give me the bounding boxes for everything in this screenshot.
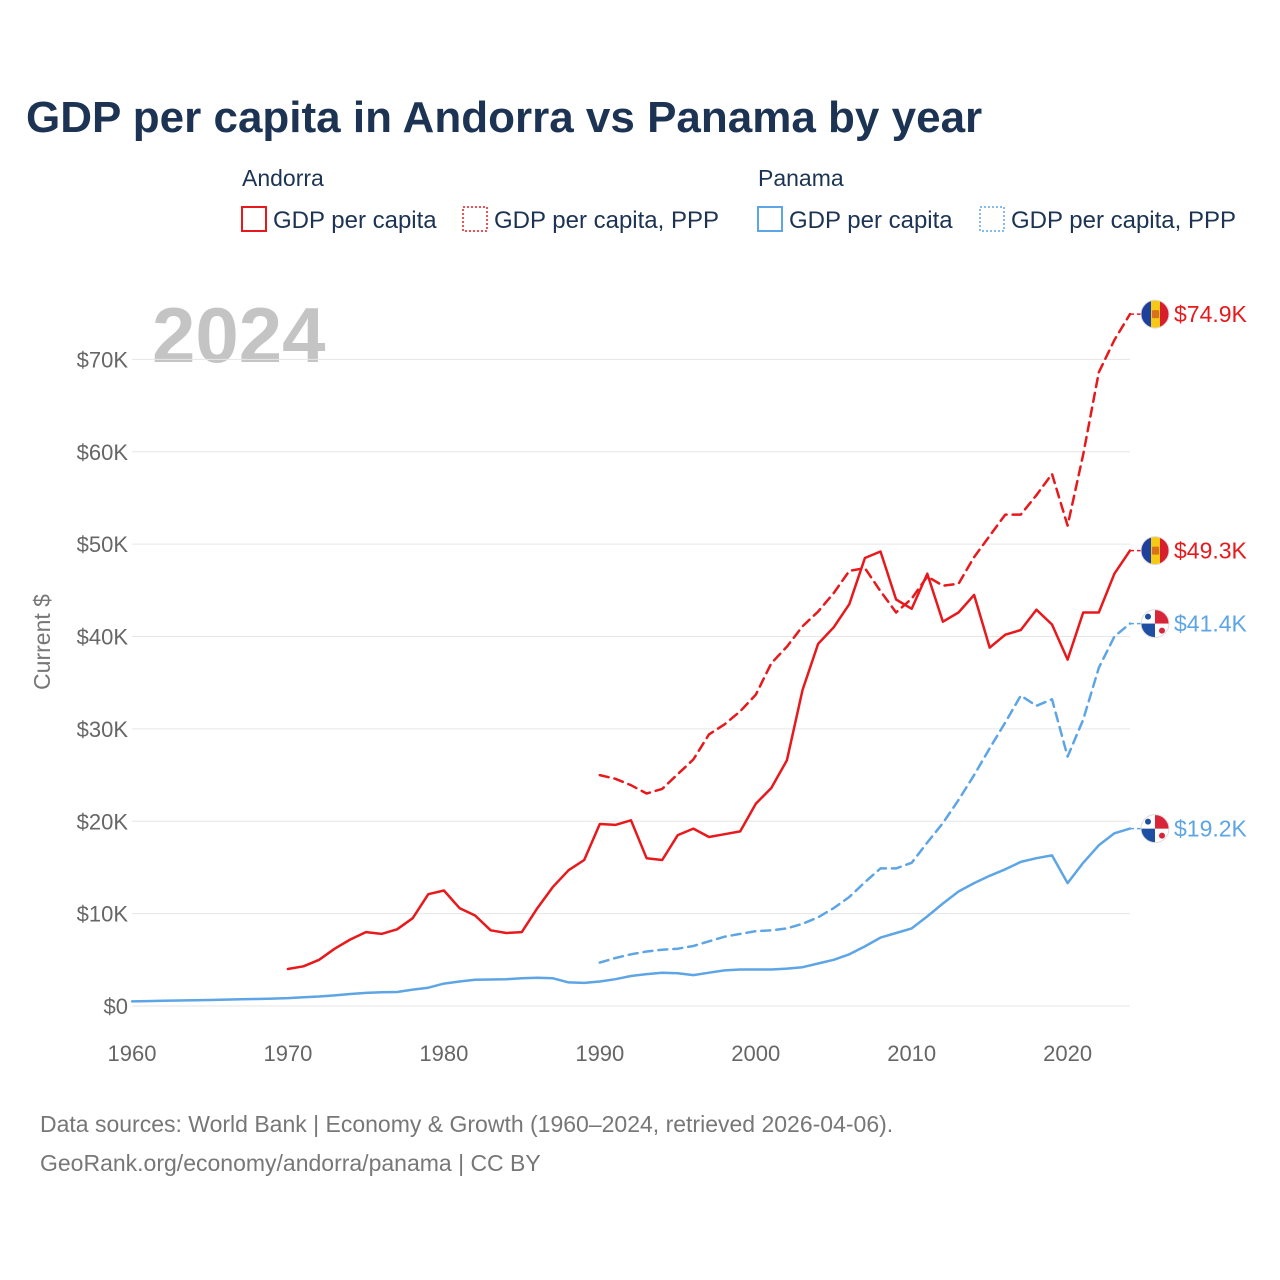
legend-item-panama-gdp[interactable]: GDP per capita [789, 207, 953, 234]
legend-swatch-andorra-gdp [241, 206, 267, 232]
series-line-panama-gdp-per-capita-ppp[interactable] [598, 622, 1132, 964]
andorra-flag-icon [1140, 536, 1170, 566]
series-line-panama-gdp-per-capita[interactable] [130, 827, 1132, 1003]
x-tick-label: 1970 [263, 1041, 312, 1066]
y-tick-label: $0 [104, 994, 128, 1019]
legend-item-andorra-ppp[interactable]: GDP per capita, PPP [494, 207, 719, 234]
y-tick-label: $60K [77, 440, 129, 465]
x-axis-ticks: 1960 1970 1980 1990 2000 2010 2020 [108, 1041, 1093, 1066]
end-value-label: $74.9K [1174, 301, 1248, 327]
x-tick-label: 1980 [419, 1041, 468, 1066]
x-tick-label: 2010 [887, 1041, 936, 1066]
legend-item-andorra-gdp[interactable]: GDP per capita [273, 207, 437, 234]
y-tick-label: $30K [77, 717, 129, 742]
series-line-andorra-gdp-per-capita[interactable] [286, 549, 1132, 971]
y-axis-ticks: $0 $10K $20K $30K $40K $50K $60K $70K [77, 347, 129, 1019]
source-line-2[interactable]: GeoRank.org/economy/andorra/panama | CC … [40, 1150, 541, 1176]
y-tick-label: $40K [77, 625, 129, 650]
gridlines [132, 358, 1130, 1007]
legend-swatch-andorra-ppp [462, 206, 488, 232]
end-value-label: $49.3K [1174, 538, 1248, 564]
legend: Andorra GDP per capita GDP per capita, P… [241, 165, 1236, 234]
end-value-label: $19.2K [1174, 816, 1248, 842]
panama-flag-icon [1140, 609, 1170, 639]
y-tick-label: $10K [77, 902, 129, 927]
y-tick-label: $70K [77, 347, 129, 372]
y-tick-label: $20K [77, 809, 129, 834]
andorra-flag-icon [1140, 299, 1170, 329]
x-tick-label: 1960 [108, 1041, 157, 1066]
series-lines [130, 312, 1132, 1003]
end-value-label: $41.4K [1174, 611, 1248, 637]
legend-group-andorra: Andorra [242, 165, 324, 191]
y-axis-title: Current $ [29, 594, 55, 690]
y-tick-label: $50K [77, 532, 129, 557]
source-line-1: Data sources: World Bank | Economy & Gro… [40, 1111, 893, 1137]
chart-title: GDP per capita in Andorra vs Panama by y… [26, 93, 982, 142]
legend-swatch-panama-gdp [757, 206, 783, 232]
end-markers: $49.3K $74.9K $19.2K $41.4K [1130, 299, 1248, 844]
panama-flag-icon [1140, 814, 1170, 844]
x-tick-label: 1990 [575, 1041, 624, 1066]
x-tick-label: 2020 [1043, 1041, 1092, 1066]
series-line-andorra-gdp-per-capita-ppp[interactable] [598, 312, 1132, 795]
legend-swatch-panama-ppp [979, 206, 1005, 232]
year-label: 2024 [152, 291, 326, 379]
x-tick-label: 2000 [731, 1041, 780, 1066]
legend-item-panama-ppp[interactable]: GDP per capita, PPP [1011, 207, 1236, 234]
legend-group-panama: Panama [758, 165, 844, 191]
